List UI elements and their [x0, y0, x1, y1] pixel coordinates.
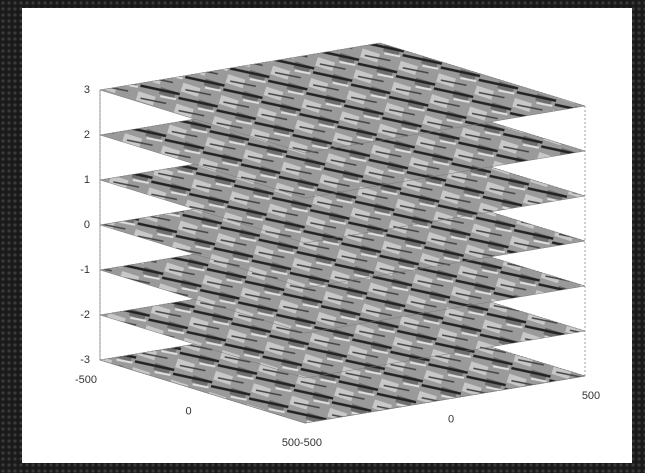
chart: -3-2-10123-5000500-5000500 [0, 0, 645, 473]
z-tick-label: 0 [84, 219, 90, 231]
y-tick-label: -500 [300, 437, 322, 449]
z-tick-label: 3 [84, 84, 90, 96]
x-tick-label: -500 [75, 374, 97, 386]
page: -3-2-10123-5000500-5000500 (() => { cons… [0, 0, 645, 473]
y-tick-label: 0 [448, 413, 454, 425]
z-tick-label: 1 [84, 174, 90, 186]
z-tick-label: 2 [84, 129, 90, 141]
z-tick-label: -1 [80, 264, 90, 276]
y-tick-label: 500 [582, 390, 600, 402]
z-tick-label: -3 [80, 354, 90, 366]
x-tick-label: 0 [185, 405, 191, 417]
z-tick-label: -2 [80, 309, 90, 321]
x-tick-label: 500 [282, 437, 300, 449]
